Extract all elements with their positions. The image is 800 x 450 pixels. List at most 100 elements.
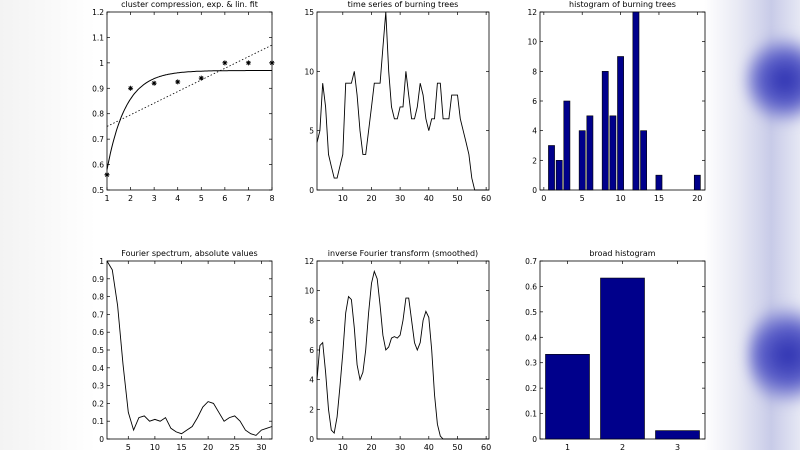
p6-ytick-label: 0.3 [525,359,537,368]
p3-ytick-label: 0 [532,186,537,195]
p1-data-point [245,60,251,66]
p5-ytick-label: 12 [304,257,314,266]
p5-xtick-label: 10 [338,443,348,450]
p1-axes-box [106,11,273,191]
p2-title: time series of burning trees [348,0,459,9]
p4-xtick-label: 30 [256,443,266,450]
p4-series-line [106,260,273,436]
p4-xtick-label: 5 [126,443,131,450]
p4-xtick-label: 10 [150,443,160,450]
p4-ytick-label: 0.6 [92,328,104,337]
p2-xtick-label: 10 [338,194,348,203]
p1-ytick-label: 0.8 [92,110,104,119]
p1-ytick-label: 0.9 [92,84,104,93]
p1-data-point [175,79,181,85]
p1-ytick-label: 0.5 [92,186,104,195]
p5-ytick-label: 2 [309,405,314,414]
p1-data-point [104,172,110,178]
p2-axes-box [316,11,490,191]
p1-ytick-label: 1.2 [92,8,104,17]
p1-ytick-label: 1.1 [92,33,104,42]
p3-ytick-label: 12 [527,8,537,17]
p3-bar [655,174,663,191]
p6-title: broad histogram [589,249,655,258]
p1-ytick-label: 0.7 [92,135,104,144]
p5-title: inverse Fourier transform (smoothed) [328,249,478,258]
p3-xtick-label: 20 [692,194,702,203]
p4-xtick-label: 25 [230,443,240,450]
p3-ytick-label: 6 [532,97,537,106]
p5-series-line [316,269,489,440]
p4-ytick-label: 0 [99,435,104,444]
p2-ytick-label: 5 [309,127,314,136]
p1-linear-fit-line [106,44,273,127]
p5-ytick-label: 10 [304,287,314,296]
p3-bar [609,115,617,191]
p6-ytick-label: 0.4 [525,333,537,342]
p3-bar [548,145,555,191]
p3-ytick-label: 4 [532,127,537,136]
p1-xtick-label: 5 [199,194,204,203]
p1-data-point [269,60,275,66]
p1-data-point [222,60,228,66]
p1-xtick-label: 6 [222,194,227,203]
p5-ytick-label: 4 [309,376,314,385]
p4-ytick-label: 0.5 [92,346,104,355]
p5-ytick-label: 8 [309,316,314,325]
p3-bar [586,115,594,191]
p5-axes-box [316,260,490,440]
p4-xtick-label: 15 [176,443,186,450]
p6-ytick-label: 0 [532,435,537,444]
p2-xtick-label: 40 [424,194,434,203]
p1-data-point [198,75,204,81]
p6-ytick-label: 0.1 [525,410,537,419]
p6-bar [545,354,590,440]
p3-ytick-label: 8 [532,67,537,76]
p1-data-point [128,85,134,91]
p6-bar [600,277,645,440]
p3-bar [563,100,571,191]
p1-xtick-label: 3 [152,194,157,203]
p5-ytick-label: 0 [309,435,314,444]
p6-xtick-label: 2 [620,443,625,450]
p3-xtick-label: 15 [654,194,664,203]
p1-data-point [151,80,157,86]
p2-xtick-label: 50 [452,194,462,203]
left-margin-shade [0,0,96,450]
p3-xtick-label: 5 [580,194,585,203]
p4-ytick-label: 1 [99,257,104,266]
p4-ytick-label: 0.2 [92,399,104,408]
p3-bar [693,174,701,191]
p1-title: cluster compression, exp. & lin. fit [121,0,258,9]
p2-xtick-label: 20 [366,194,376,203]
p4-ytick-label: 0.9 [92,275,104,284]
p1-xtick-label: 2 [128,194,133,203]
p2-ytick-label: 15 [304,8,314,17]
p4-title: Fourier spectrum, absolute values [121,249,257,258]
p4-ytick-label: 0.3 [92,382,104,391]
p1-ytick-label: 0.6 [92,161,104,170]
p5-xtick-label: 50 [452,443,462,450]
p5-xtick-label: 20 [366,443,376,450]
p2-series-line [316,11,489,191]
p1-ytick-label: 1 [99,59,104,68]
p3-bar [601,71,609,191]
p4-xtick-label: 20 [203,443,213,450]
p3-xtick-label: 0 [541,194,546,203]
p6-ytick-label: 0.7 [525,257,537,266]
p3-ytick-label: 2 [532,156,537,165]
p4-axes-box [106,260,273,440]
p1-xtick-label: 4 [175,194,180,203]
p3-bar [555,160,563,191]
p5-xtick-label: 30 [395,443,405,450]
p2-ytick-label: 10 [304,67,314,76]
p4-ytick-label: 0.1 [92,417,104,426]
p2-xtick-label: 30 [395,194,405,203]
p1-exp-fit-line [106,70,272,170]
p2-xtick-label: 60 [481,194,491,203]
p1-xtick-label: 7 [246,194,251,203]
p6-ytick-label: 0.2 [525,384,537,393]
p1-xtick-label: 8 [269,194,274,203]
p4-ytick-label: 0.7 [92,310,104,319]
p2-ytick-label: 0 [309,186,314,195]
